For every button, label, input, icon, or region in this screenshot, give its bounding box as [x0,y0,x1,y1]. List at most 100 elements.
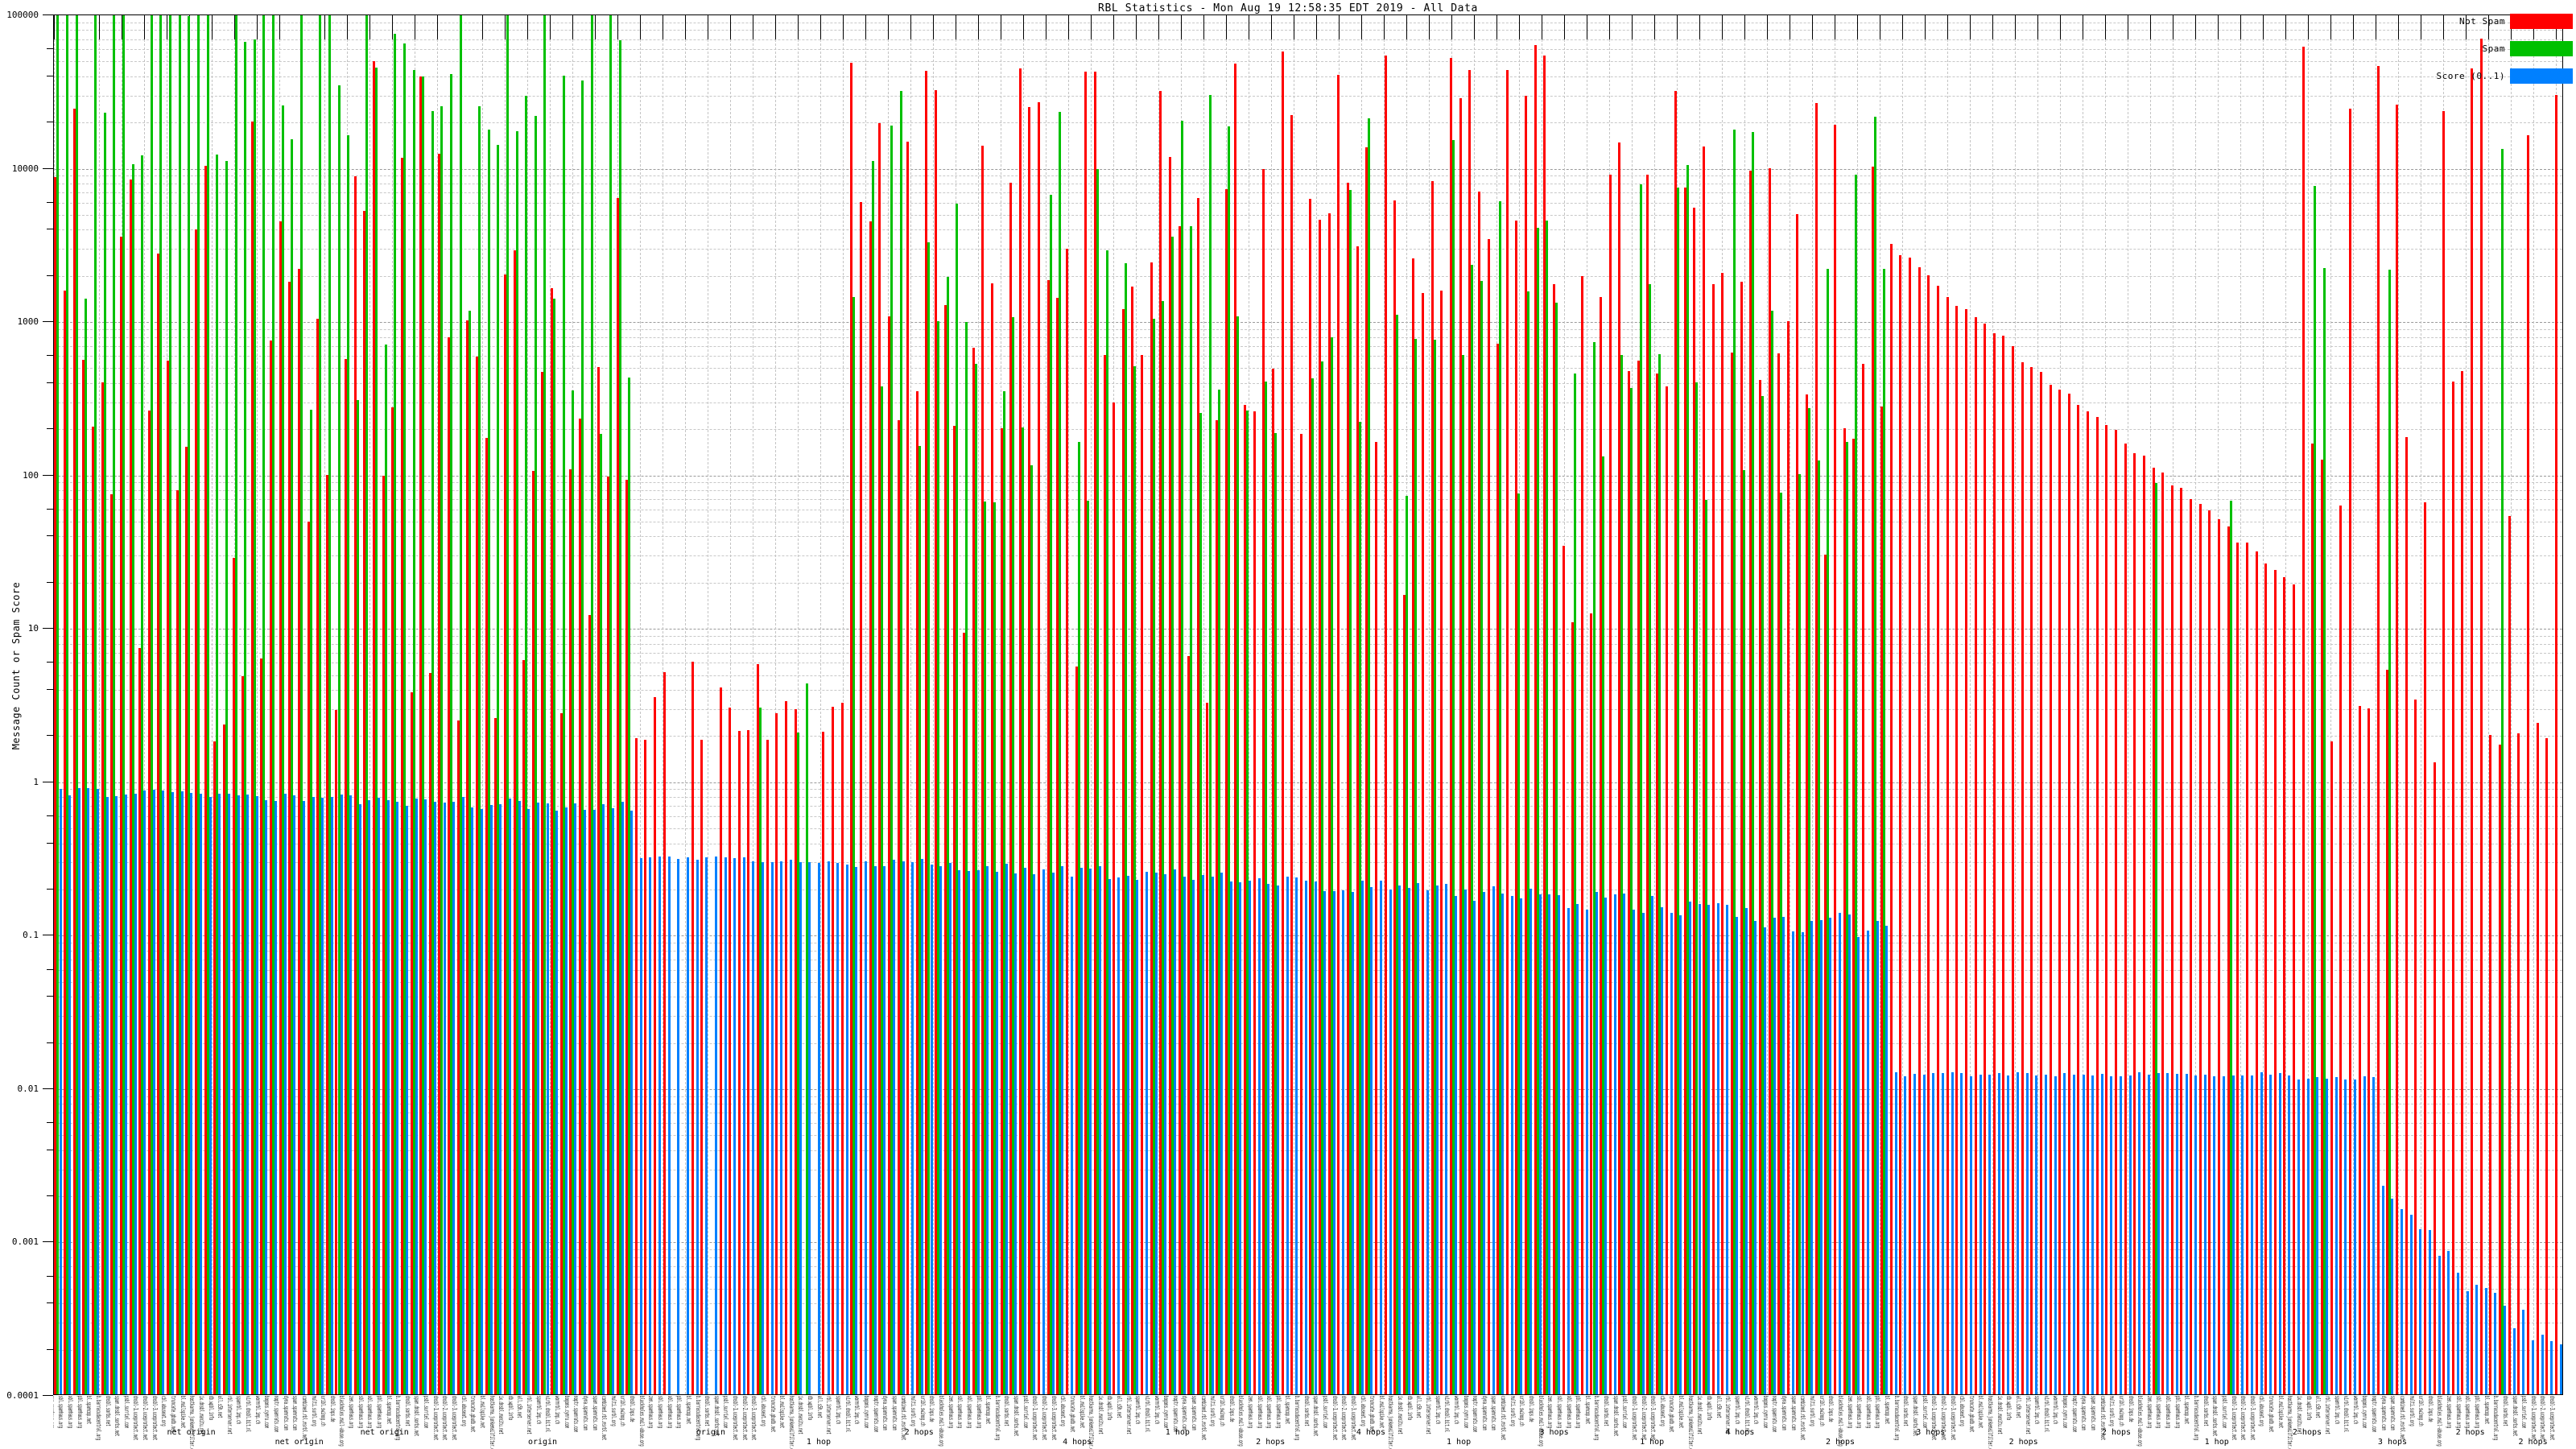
bar-score [2381,1186,2384,1394]
bar-not-spam [2358,706,2361,1394]
axis-tick [1068,15,1069,39]
bar-spam [1002,390,1005,1394]
x-axis-tick-label: truncate.gbudb.net [1668,1396,1676,1433]
bar-not-spam [2264,564,2268,1394]
y-axis-minor-tick [47,1302,53,1304]
bar-spam [2314,186,2317,1394]
bar-score [2326,1078,2329,1394]
x-axis-tick-label: wormrbl.imp.ch [2351,1396,2359,1425]
bar-score [1810,921,1814,1394]
gridline-horizontal [54,175,2562,177]
x-axis-tick-label: sbl.spamhaus.org [357,1396,365,1429]
bar-not-spam [1141,354,1144,1394]
x-axis-tick-label: hostkarma.junkemailfilter.com [787,1396,795,1449]
bar-not-spam [1224,189,1228,1394]
gridline-vertical [1203,15,1204,1394]
x-axis-tick-label: multi.surbl.org [1808,1396,1816,1426]
x-axis-tick-label: spam.spamrats.com [1790,1396,1798,1430]
x-axis-tick-label: pbl.spamhaus.org [1575,1396,1583,1429]
bar-score [2541,1335,2544,1394]
bar-score [1754,921,1757,1394]
gridline-horizontal [54,356,2562,357]
gridline-horizontal [54,708,2562,710]
x-axis-tick-label: noptr.spamrats.com [1171,1396,1179,1433]
y-axis-tick [43,1395,53,1396]
gridline-vertical [189,15,190,1394]
x-axis-tick-label: wormrbl.imp.ch [553,1396,561,1425]
gridline-vertical [324,15,325,1394]
x-axis-tick-label: multi.surbl.org [2108,1396,2116,1426]
x-axis-tick-label: zen.spamhaus.org [947,1396,955,1429]
bar-score [733,858,737,1394]
axis-tick [1992,15,1993,39]
bar-spam [618,40,621,1394]
bar-not-spam [494,717,497,1394]
bar-spam [487,130,490,1394]
bar-score [1960,1072,1963,1394]
bar-score [1922,1075,1926,1394]
axis-tick [1677,15,1678,39]
bar-not-spam [138,647,142,1394]
axis-tick [1406,15,1407,39]
bar-spam [1199,412,1202,1394]
x-axis-tick-label: spam.dnsbl.sorbs.net [114,1396,122,1437]
bar-score [958,870,961,1394]
x-axis-tick-label: hostkarma.junkemailfilter.com [188,1396,196,1449]
bar-score [1904,1075,1907,1394]
bar-spam [965,321,968,1394]
bar-spam [2154,482,2157,1394]
x-axis-group-label: 2 hops [2292,1428,2322,1437]
bar-not-spam [1525,96,1528,1394]
x-axis-tick-label: sbl.spamhaus.org [2454,1396,2462,1429]
bar-score [1314,881,1317,1394]
x-axis-tick-label: dnsbl-1.uceprotect.net [431,1396,440,1441]
bar-spam [178,15,181,1394]
bar-score [1267,884,1270,1394]
bar-not-spam [915,391,919,1394]
gridline-vertical [2015,15,2016,1394]
bar-not-spam [1468,69,1472,1394]
x-axis-tick-label: ix.dnsbl.manitu.net [1397,1396,1405,1435]
axis-tick [1609,15,1610,39]
bar-score [1249,880,1252,1394]
bar-spam [103,113,106,1394]
bar-not-spam [1056,297,1059,1394]
bar-spam [131,164,134,1394]
bar-not-spam [2273,569,2277,1394]
bar-not-spam [2115,429,2118,1394]
bar-score [1146,871,1149,1394]
x-axis-tick-label: dnsbl.inps.de [629,1396,637,1422]
bar-not-spam [64,291,67,1394]
x-axis-tick-label: truncate.gbudb.net [769,1396,777,1433]
bar-not-spam [1871,167,1874,1394]
x-axis-group-label: net origin [275,1438,324,1447]
bar-score [358,803,361,1394]
axis-tick [2060,15,2061,39]
x-axis-tick-label: b.barracudacentral.org [1593,1396,1601,1441]
x-axis-tick-label: b.barracudacentral.org [1893,1396,1901,1441]
axis-tick [1271,15,1272,39]
bar-spam [1480,281,1483,1394]
bar-not-spam [110,494,114,1394]
axis-tick [1226,15,1227,39]
x-axis-tick-label: psbl.surriel.com [122,1396,130,1429]
axis-tick [234,15,235,39]
gridline-horizontal [54,382,2562,384]
x-axis-tick-label: bl.mailspike.net [1678,1396,1686,1429]
x-axis-tick-label: dnsbl-2.uceprotect.net [142,1396,150,1441]
bar-score [2185,1074,2188,1394]
x-axis-tick-label: cbl.abuseat.org [1959,1396,1967,1426]
bar-score [2082,1074,2085,1394]
bar-not-spam [1580,275,1583,1394]
x-axis-tick-label: spamrbl.imp.ch [1434,1396,1442,1425]
bar-score [227,793,230,1394]
bar-not-spam [2442,110,2446,1394]
bar-spam [899,91,902,1394]
bar-not-spam [2320,459,2323,1394]
axis-tick [1767,15,1768,39]
bar-spam [1311,378,1315,1394]
bar-spam [993,502,996,1394]
x-axis-tick-label: uribl.swinog.ch [320,1396,328,1426]
bar-score [1595,891,1598,1394]
bar-spam [1087,500,1090,1394]
